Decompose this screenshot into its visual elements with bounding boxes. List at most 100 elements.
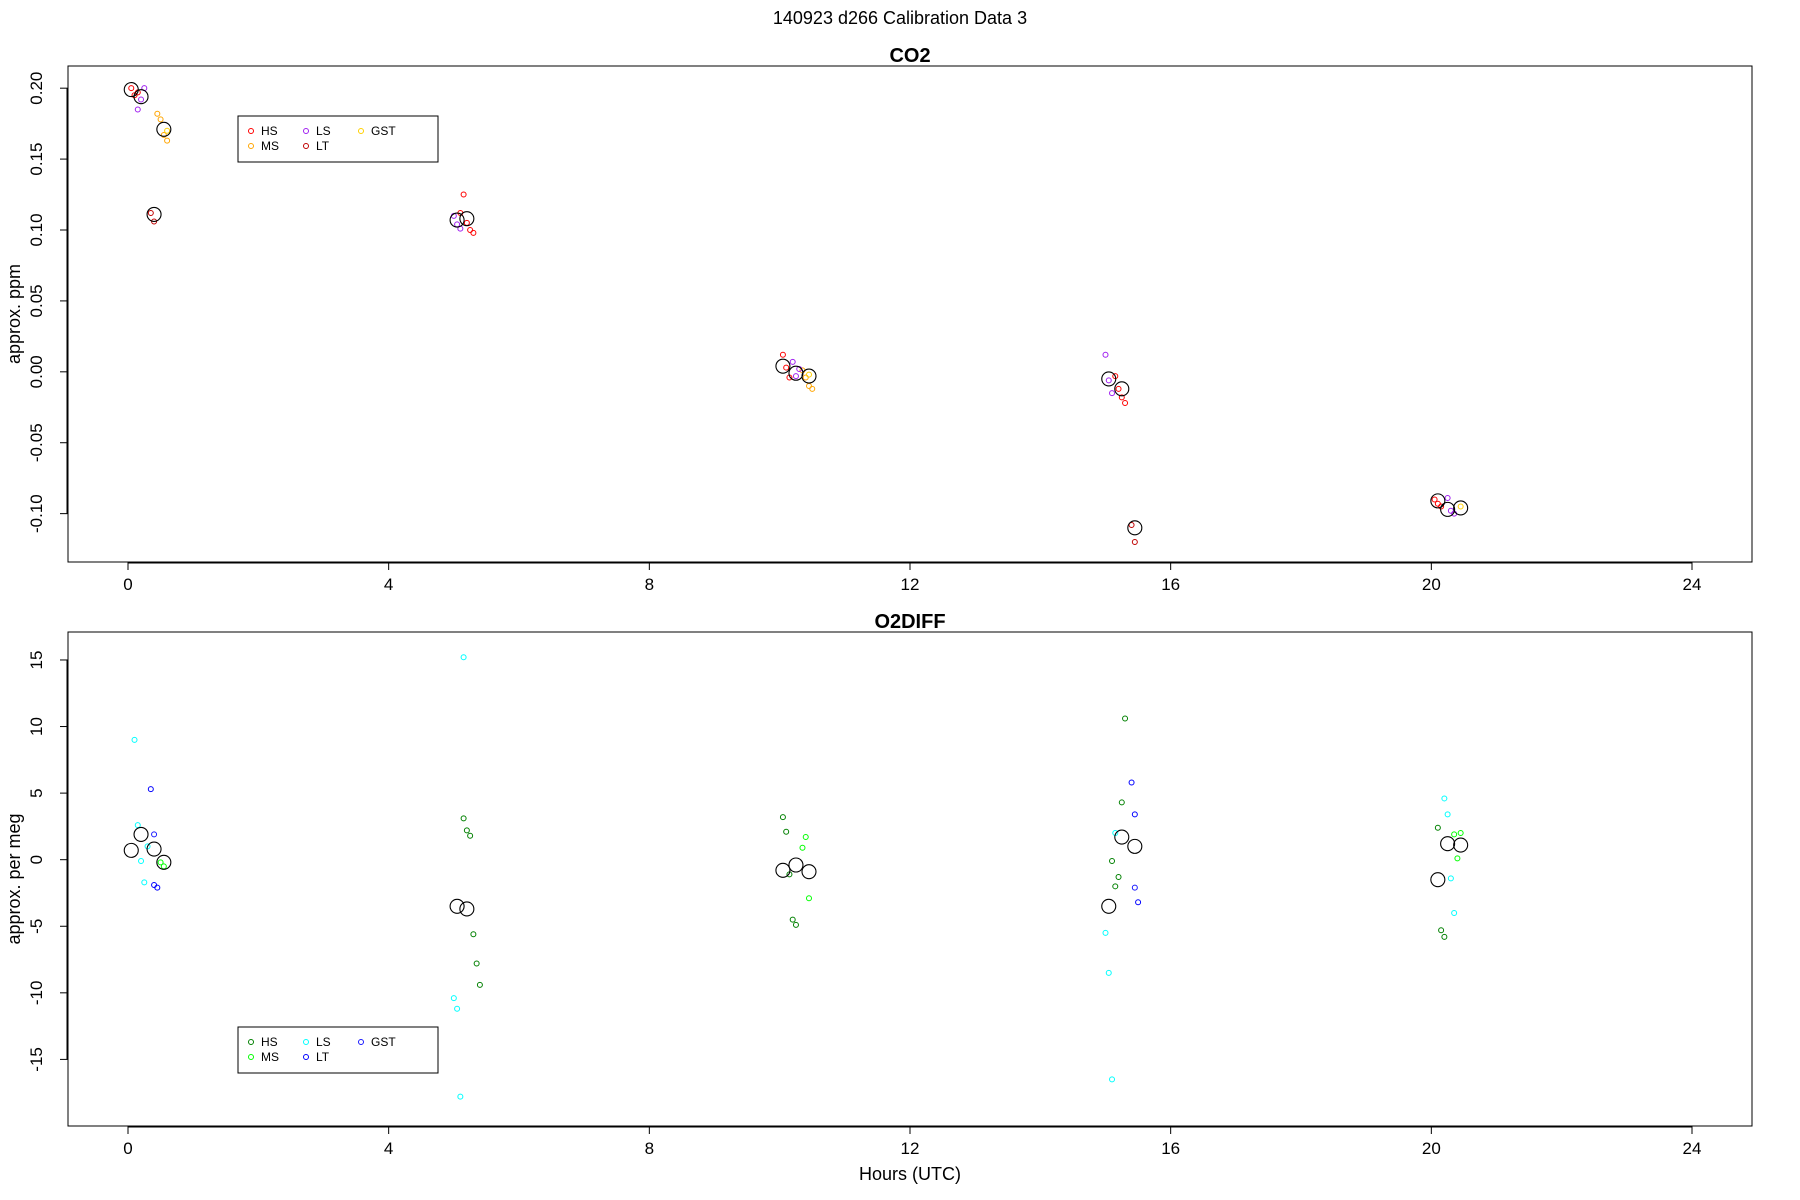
panel-2-mean-point — [1430, 872, 1446, 888]
panel-1-ls-point — [1105, 377, 1112, 384]
panel-2-ms-point — [805, 895, 812, 902]
panel-2-legend-label-ls: LS — [316, 1035, 331, 1049]
panel-1-mean-point — [801, 368, 817, 384]
panel-2-legend-label-lt: LT — [316, 1050, 330, 1064]
panel-1-legend-marker-hs — [248, 128, 254, 134]
panel-1-x-tick-label: 24 — [1683, 575, 1702, 594]
panel-2-ls-point — [134, 822, 141, 829]
panel-1-ms-point — [160, 131, 167, 138]
panel-2-lt-point — [151, 881, 158, 888]
panel-1-gst-point — [164, 127, 171, 134]
panel-2-ls-point — [1102, 929, 1109, 936]
panel-1-hs-point — [783, 364, 790, 371]
panel-2-ls-point — [457, 1093, 464, 1100]
panel-1-mean-point — [449, 212, 465, 228]
panel-1-ls-point — [792, 373, 799, 380]
panel-2-mean-point — [123, 842, 139, 858]
panel-2-legend-marker-ls — [303, 1039, 309, 1045]
panel-2-y-tick-label: 5 — [27, 788, 46, 797]
panel-2-ls-point — [1105, 969, 1112, 976]
panel-2-x-tick-label: 24 — [1683, 1139, 1702, 1158]
panel-2-hs-point — [476, 981, 483, 988]
panel-2-legend-box — [237, 1026, 439, 1074]
panel-2-ls-point — [1444, 811, 1451, 818]
panel-2-hs-point — [792, 921, 799, 928]
panel-1-legend-marker-lt — [303, 143, 309, 149]
panel-1-mean-point — [1430, 493, 1446, 509]
panel-1-lt-point — [1128, 521, 1135, 528]
panel-1-ls-point — [789, 358, 796, 365]
panel-2-x-tick-label: 16 — [1161, 1139, 1180, 1158]
panel-2-mean-point — [1453, 837, 1469, 853]
panel-2-mean-point — [1101, 898, 1117, 914]
panel-2-hs-point — [1115, 873, 1122, 880]
panel-1-x-tick-label: 16 — [1161, 575, 1180, 594]
panel-1-hs-point — [1431, 496, 1438, 503]
panel-2-hs-point — [470, 931, 477, 938]
panel-2-hs-point — [473, 960, 480, 967]
panel-2-lt-point — [154, 884, 161, 891]
panel-1-hs-point — [470, 229, 477, 236]
panel-1-legend-label-lt: LT — [316, 139, 330, 153]
panel-1-mean-point — [146, 206, 162, 222]
panel-2-mean-point — [156, 854, 172, 870]
panel-1-legend-label-hs: HS — [261, 124, 278, 138]
panel-1-hs-point — [1122, 400, 1129, 407]
panel-2-ms-point — [1451, 831, 1458, 838]
panel-2-y-tick-label: 0 — [27, 855, 46, 864]
panel-2-lt-point — [147, 786, 154, 793]
panel-1-ms-point — [802, 374, 809, 381]
panel-1-ms-point — [157, 116, 164, 123]
panel-2-y-tick-label: -5 — [27, 919, 46, 934]
panel-2-hs-point — [783, 828, 790, 835]
panel-2-hs-point — [463, 827, 470, 834]
panel-2-mean-point — [788, 857, 804, 873]
panel-2-y-axis-label: approx. per meg — [4, 813, 24, 944]
panel-1-mean-point — [156, 121, 172, 137]
panel-1-legend-marker-ls — [303, 128, 309, 134]
panel-1-ls-point — [138, 96, 145, 103]
panel-2-ls-point — [454, 1005, 461, 1012]
panel-2-mean-point — [775, 862, 791, 878]
panel-1-mean-point — [1453, 500, 1469, 516]
panel-1-y-tick-label: 0.00 — [27, 355, 46, 388]
panel-1-mean-point — [459, 211, 475, 227]
panel-2-title: O2DIFF — [874, 611, 945, 633]
panel-1-legend-marker-gst — [358, 128, 364, 134]
panel-1-hs-point — [1434, 500, 1441, 507]
panel-2-hs-point — [467, 832, 474, 839]
panel-2-gst-point — [1131, 884, 1138, 891]
panel-1-lt-point — [147, 209, 154, 216]
panel-2-hs-point — [1109, 858, 1116, 865]
panel-1-lt-point — [1131, 539, 1138, 545]
panel-2-hs-point — [1112, 883, 1119, 890]
panel-1-mean-point — [133, 89, 149, 105]
panel-1-x-tick-label: 4 — [384, 575, 393, 594]
panel-2-x-tick-label: 20 — [1422, 1139, 1441, 1158]
panel-2-ls-point — [138, 858, 145, 865]
panel-2-x-axis-label: Hours (UTC) — [859, 1164, 961, 1184]
panel-1-legend-label-ls: LS — [316, 124, 331, 138]
panel-2-mean-point — [146, 841, 162, 857]
panel-2-legend-marker-ms — [248, 1054, 254, 1060]
panel-2-hs-point — [789, 916, 796, 923]
panel-2-ms-point — [799, 844, 806, 851]
panel-2-ls-point — [1441, 795, 1448, 802]
panel-1-mean-point — [123, 82, 139, 98]
panel-1-mean-point — [775, 358, 791, 374]
panel-1-ls-point — [1102, 351, 1109, 358]
panel-2-y-tick-label: 10 — [27, 717, 46, 736]
panel-2-legend-marker-gst — [358, 1039, 364, 1045]
panel-2-ms-point — [1457, 830, 1464, 837]
panel-1-gst-point — [805, 371, 812, 378]
panel-2-legend-marker-hs — [248, 1039, 254, 1045]
panel-1-mean-point — [1114, 381, 1130, 397]
panel-1-y-tick-label: 0.10 — [27, 213, 46, 246]
panel-1-y-tick-label: -0.05 — [27, 423, 46, 462]
panel-2-lt-point — [1135, 899, 1142, 906]
panel-1-legend-label-ms: MS — [261, 139, 279, 153]
panel-1-y-tick-label: -0.10 — [27, 494, 46, 533]
panel-1-mean-point — [1101, 371, 1117, 387]
panel-1-x-tick-label: 20 — [1422, 575, 1441, 594]
